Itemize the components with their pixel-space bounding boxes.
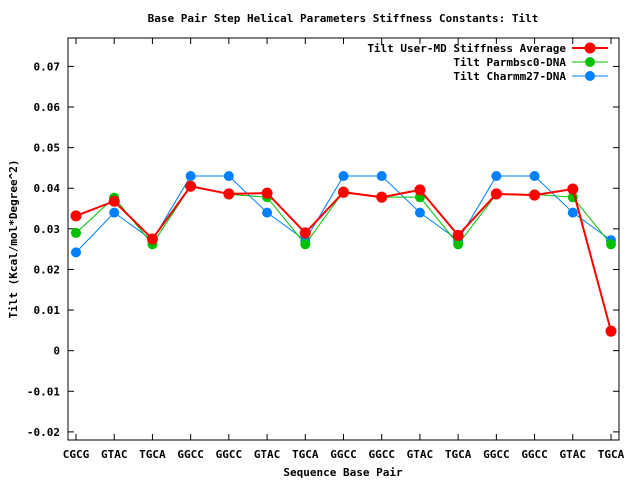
x-tick-label: TGCA <box>445 448 472 461</box>
y-tick-label: 0.06 <box>34 101 61 114</box>
y-tick-label: -0.01 <box>27 385 60 398</box>
y-axis-label: Tilt (Kcal/mol*Degree^2) <box>7 160 20 319</box>
x-tick-label: GGCC <box>177 448 204 461</box>
legend-marker <box>585 57 595 67</box>
x-tick-label: GGCC <box>216 448 243 461</box>
data-point <box>529 189 541 201</box>
x-tick-label: GTAC <box>254 448 281 461</box>
y-tick-label: 0 <box>53 345 60 358</box>
data-point <box>108 195 120 207</box>
data-point <box>605 325 617 337</box>
data-point <box>491 171 502 182</box>
data-point <box>185 180 197 192</box>
data-point <box>109 207 120 218</box>
data-point <box>223 171 234 182</box>
data-point <box>376 171 387 182</box>
y-tick-label: 0.01 <box>34 304 61 317</box>
data-point <box>146 233 158 245</box>
series-layer <box>70 171 617 337</box>
data-point <box>338 186 349 198</box>
data-point <box>338 171 349 182</box>
y-tick-label: 0.07 <box>34 60 61 73</box>
x-axis: CGCG GTAC TGCA GGCC GGCC GTAC TGCA GGCC GGCC GTAC… <box>63 38 625 461</box>
data-point <box>567 207 578 218</box>
data-point <box>300 239 311 250</box>
legend-label: Tilt User-MD Stiffness Average <box>367 42 566 55</box>
legend-marker <box>585 71 595 81</box>
chart-title: Base Pair Step Helical Parameters Stiffn… <box>148 12 539 25</box>
x-tick-label: TGCA <box>598 448 625 461</box>
data-point <box>223 188 235 200</box>
data-point <box>70 210 82 222</box>
y-tick-label: 0.03 <box>34 223 61 236</box>
series-1 <box>70 180 617 337</box>
legend-label: Tilt Parmbsc0-DNA <box>453 56 566 69</box>
data-point <box>567 183 579 195</box>
x-tick-label: TGCA <box>139 448 166 461</box>
x-tick-label: GGCC <box>483 448 510 461</box>
y-axis: -0.02 -0.01 0 0.01 0.02 0.03 0.04 0.05 0.06 0.07 <box>27 60 619 439</box>
x-tick-label: GGCC <box>330 448 357 461</box>
series-line <box>75 185 612 332</box>
data-point <box>529 171 540 182</box>
data-point <box>185 171 196 182</box>
x-axis-label: Sequence Base Pair <box>283 466 403 479</box>
legend-label: Tilt Charmm27-DNA <box>453 70 566 83</box>
y-tick-label: 0.04 <box>34 182 61 195</box>
data-point <box>453 239 464 250</box>
data-point <box>606 239 616 250</box>
data-point <box>490 188 502 200</box>
data-point <box>452 229 464 241</box>
y-tick-label: -0.02 <box>27 426 60 439</box>
data-point <box>414 207 425 218</box>
legend-marker <box>584 42 596 54</box>
x-tick-label: TGCA <box>292 448 319 461</box>
data-point <box>71 227 81 238</box>
data-point <box>414 184 426 196</box>
data-point <box>261 187 273 199</box>
x-tick-label: CGCG <box>63 448 90 461</box>
x-tick-label: GTAC <box>101 448 128 461</box>
x-tick-label: GGCC <box>368 448 395 461</box>
data-point <box>299 227 311 239</box>
y-tick-label: 0.02 <box>34 263 61 276</box>
data-point <box>262 207 273 218</box>
data-point <box>71 247 81 258</box>
y-tick-label: 0.05 <box>34 142 61 155</box>
x-tick-label: GTAC <box>407 448 434 461</box>
data-point <box>376 191 388 203</box>
x-tick-label: GTAC <box>560 448 587 461</box>
x-tick-label: GGCC <box>521 448 548 461</box>
